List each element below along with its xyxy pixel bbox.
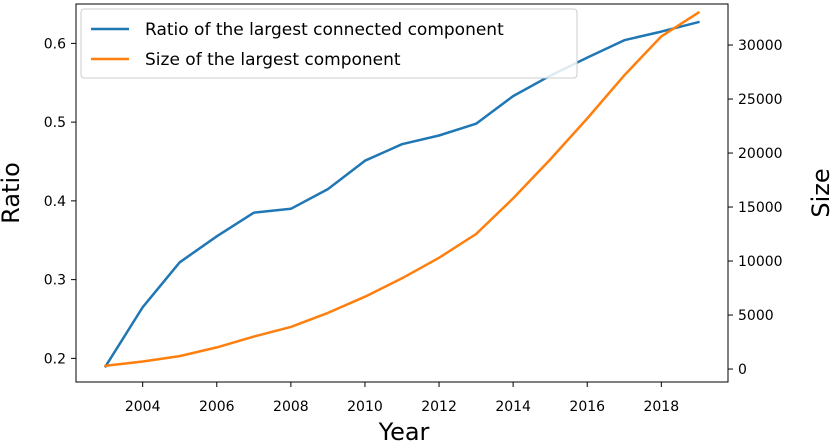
left-y-tick-label: 0.2: [44, 351, 66, 367]
right-y-tick-label: 0: [738, 362, 747, 378]
x-tick-label: 2006: [199, 399, 235, 415]
left-y-tick-label: 0.3: [44, 273, 66, 289]
legend-label-size: Size of the largest component: [145, 50, 401, 70]
right-y-tick-label: 30000: [738, 38, 783, 54]
x-tick-label: 2008: [273, 399, 309, 415]
right-y-tick-label: 20000: [738, 146, 783, 162]
left-y-tick-label: 0.5: [44, 115, 66, 131]
legend-label-ratio: Ratio of the largest connected component: [145, 20, 504, 40]
x-tick-label: 2018: [643, 399, 679, 415]
left-y-axis-ticks: 0.2 0.3 0.4 0.5 0.6: [44, 36, 76, 367]
right-y-tick-label: 25000: [738, 92, 783, 108]
x-axis-title: Year: [378, 418, 430, 443]
left-y-axis-title: Ratio: [0, 162, 25, 224]
right-y-axis-ticks: 0 5000 10000 15000 20000 25000 30000: [728, 38, 783, 378]
right-y-axis-title: Size: [807, 168, 830, 217]
series-line-1: [104, 10, 701, 368]
legend-box: [80, 8, 578, 79]
left-y-tick-label: 0.6: [44, 36, 66, 52]
x-tick-label: 2014: [495, 399, 531, 415]
right-y-tick-label: 10000: [738, 254, 783, 270]
x-tick-label: 2004: [125, 399, 161, 415]
x-tick-label: 2016: [569, 399, 605, 415]
right-y-tick-label: 5000: [738, 308, 774, 324]
right-y-tick-label: 15000: [738, 200, 783, 216]
left-y-tick-label: 0.4: [44, 194, 66, 210]
x-tick-label: 2012: [421, 399, 457, 415]
x-tick-label: 2010: [347, 399, 383, 415]
plot-lines: [103, 10, 701, 369]
legend: Ratio of the largest connected component…: [80, 8, 578, 79]
plot-frame: [75, 3, 729, 383]
x-axis-ticks: 2004 2006 2008 2010 2012 2014 2016 2018: [125, 382, 679, 415]
series-line-0: [103, 20, 700, 369]
